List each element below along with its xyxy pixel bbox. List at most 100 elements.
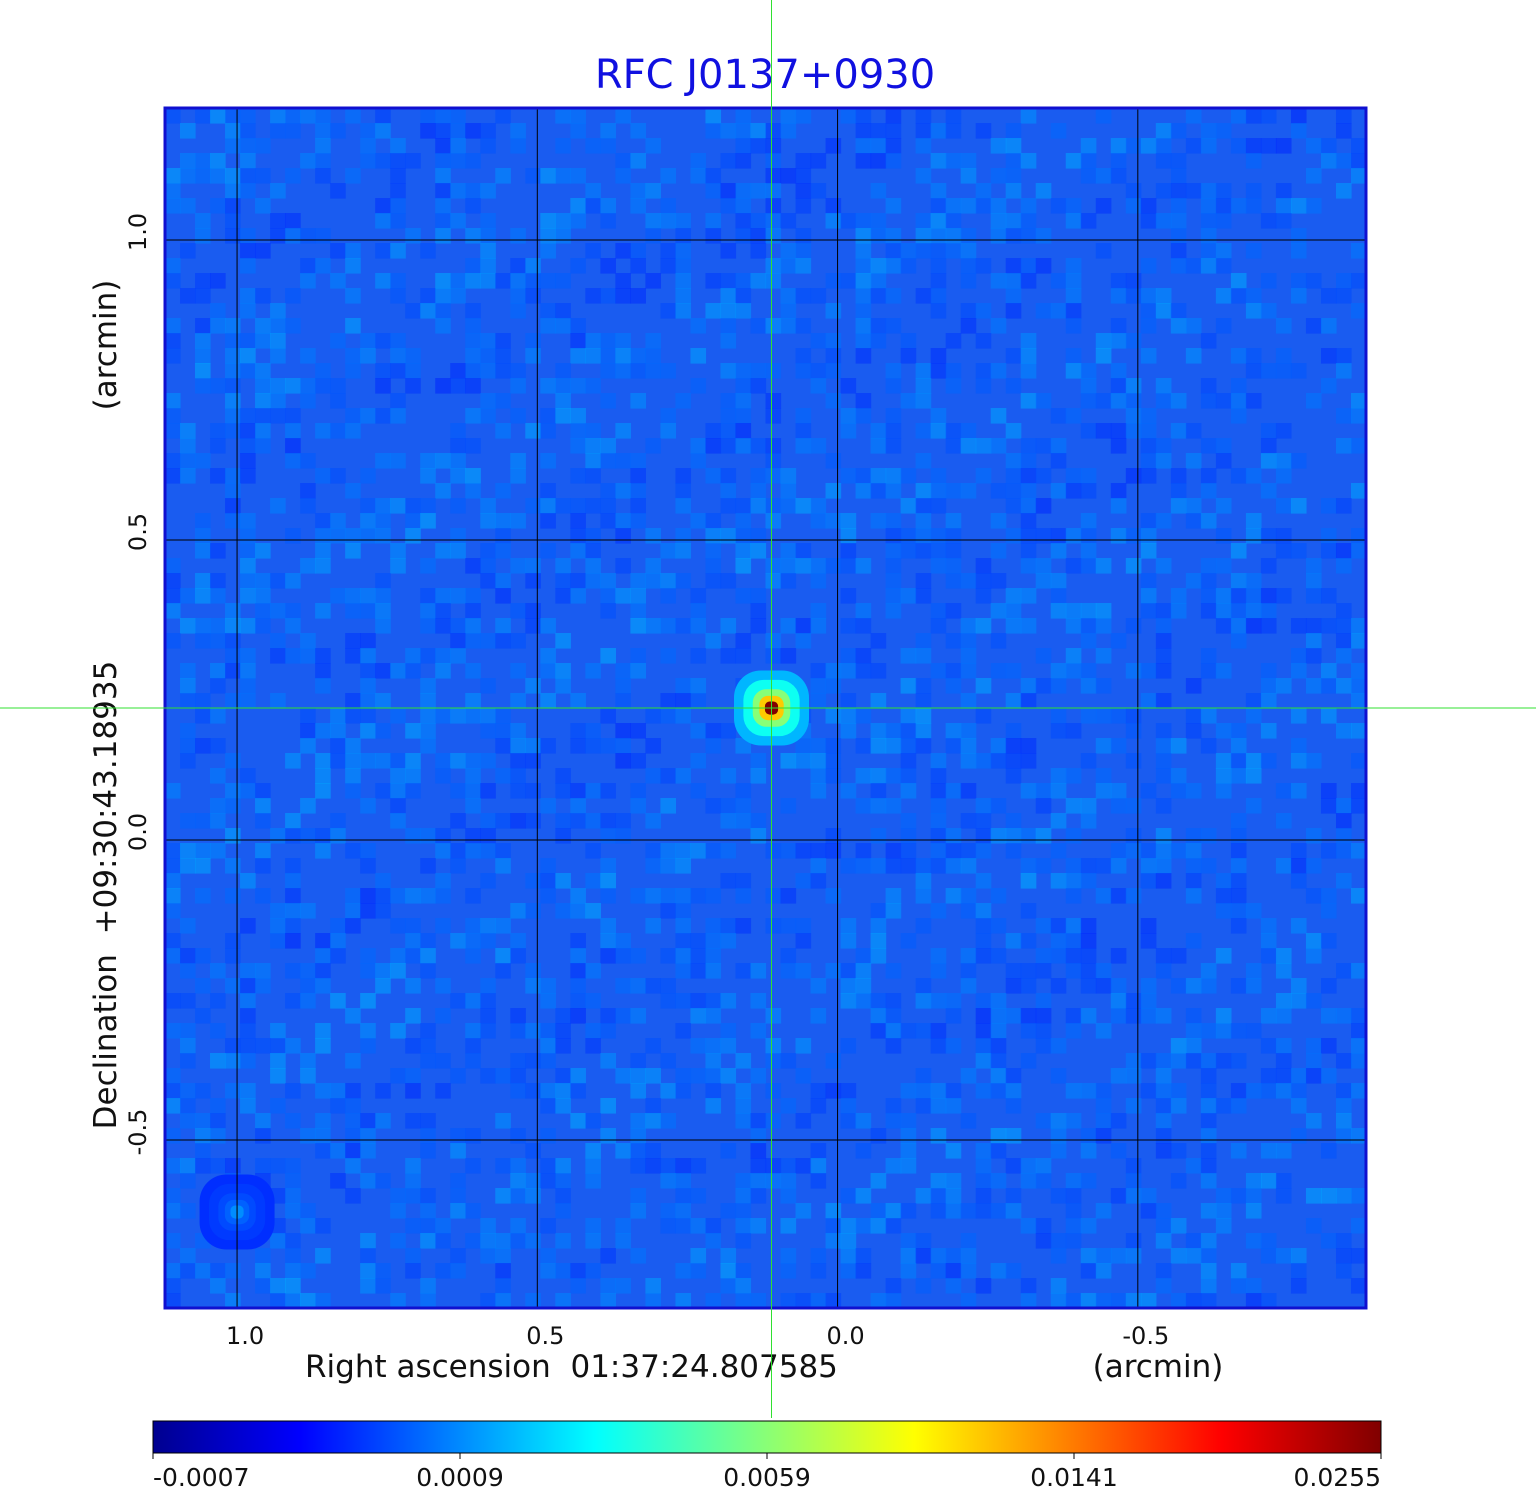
noise-pixel <box>1005 768 1022 784</box>
noise-pixel <box>570 573 586 589</box>
noise-pixel <box>285 963 301 979</box>
noise-pixel <box>1275 963 1292 979</box>
noise-pixel <box>585 138 601 154</box>
noise-pixel <box>180 993 196 1009</box>
noise-pixel <box>1155 753 1172 769</box>
noise-pixel <box>885 843 902 859</box>
noise-pixel <box>1050 273 1067 289</box>
noise-pixel <box>180 1203 196 1219</box>
noise-pixel <box>720 288 737 304</box>
noise-pixel <box>675 1068 692 1084</box>
noise-pixel <box>945 993 962 1009</box>
y-axis-unit: (arcmin) <box>88 280 124 411</box>
noise-pixel <box>1200 1128 1217 1144</box>
noise-pixel <box>855 108 872 124</box>
noise-pixel <box>315 1023 331 1039</box>
noise-pixel <box>915 723 932 739</box>
noise-pixel <box>645 888 662 904</box>
noise-pixel <box>990 228 1007 244</box>
noise-pixel <box>225 468 241 484</box>
noise-pixel <box>990 1173 1007 1189</box>
noise-pixel <box>975 1083 992 1099</box>
noise-pixel <box>195 543 211 559</box>
noise-pixel <box>885 993 902 1009</box>
noise-pixel <box>1185 1233 1202 1249</box>
noise-pixel <box>225 783 241 799</box>
noise-pixel <box>1155 1008 1172 1024</box>
noise-pixel <box>345 423 361 439</box>
noise-pixel <box>1170 768 1187 784</box>
noise-pixel <box>1050 723 1067 739</box>
noise-pixel <box>600 513 616 529</box>
noise-pixel <box>660 1218 677 1234</box>
noise-pixel <box>915 858 932 874</box>
noise-pixel <box>840 468 857 484</box>
chart-title: RFC J0137+0930 <box>595 52 935 98</box>
noise-pixel <box>375 783 391 799</box>
noise-pixel <box>1050 303 1067 319</box>
noise-pixel <box>315 753 331 769</box>
noise-pixel <box>675 1158 692 1174</box>
noise-pixel <box>270 918 286 934</box>
noise-pixel <box>435 708 451 724</box>
noise-pixel <box>870 768 887 784</box>
noise-pixel <box>735 1293 752 1309</box>
noise-pixel <box>255 888 271 904</box>
noise-pixel <box>735 588 752 604</box>
noise-pixel <box>495 738 511 754</box>
noise-pixel <box>270 1023 286 1039</box>
noise-pixel <box>1260 1083 1277 1099</box>
noise-pixel <box>510 633 526 649</box>
noise-pixel <box>180 468 196 484</box>
noise-pixel <box>510 558 526 574</box>
noise-pixel <box>990 573 1007 589</box>
noise-pixel <box>735 1278 752 1294</box>
noise-pixel <box>1200 258 1217 274</box>
noise-pixel <box>360 648 376 664</box>
noise-pixel <box>450 843 466 859</box>
noise-pixel <box>210 273 226 289</box>
noise-pixel <box>1320 1188 1337 1204</box>
noise-pixel <box>750 1143 767 1159</box>
noise-pixel <box>1185 828 1202 844</box>
noise-pixel <box>1065 1008 1082 1024</box>
noise-pixel <box>810 558 827 574</box>
noise-pixel <box>1065 198 1082 214</box>
noise-pixel <box>1185 1293 1202 1309</box>
noise-pixel <box>960 723 977 739</box>
noise-pixel <box>690 1008 707 1024</box>
noise-pixel <box>510 738 526 754</box>
noise-pixel <box>1185 678 1202 694</box>
noise-pixel <box>1155 438 1172 454</box>
noise-pixel <box>1215 123 1232 139</box>
noise-pixel <box>225 228 241 244</box>
noise-pixel <box>555 318 571 334</box>
noise-pixel <box>1320 1233 1337 1249</box>
noise-pixel <box>1125 1053 1142 1069</box>
x-tick-label: 1.0 <box>226 1322 264 1350</box>
noise-pixel <box>780 1053 797 1069</box>
noise-pixel <box>735 1263 752 1279</box>
noise-pixel <box>675 1173 692 1189</box>
noise-pixel <box>720 483 737 499</box>
noise-pixel <box>495 813 511 829</box>
noise-pixel <box>810 378 827 394</box>
noise-pixel <box>1005 603 1022 619</box>
noise-pixel <box>1320 1038 1337 1054</box>
noise-pixel <box>1020 678 1037 694</box>
noise-pixel <box>750 753 767 769</box>
noise-pixel <box>900 783 917 799</box>
noise-pixel <box>555 873 571 889</box>
noise-pixel <box>675 213 692 229</box>
noise-pixel <box>1110 498 1127 514</box>
noise-pixel <box>285 213 301 229</box>
noise-pixel <box>1335 438 1352 454</box>
noise-pixel <box>1095 393 1112 409</box>
noise-pixel <box>645 1038 662 1054</box>
noise-pixel <box>855 798 872 814</box>
noise-pixel <box>1245 1293 1262 1309</box>
noise-pixel <box>195 108 211 124</box>
noise-pixel <box>945 1038 962 1054</box>
noise-pixel <box>840 408 857 424</box>
noise-pixel <box>420 1113 436 1129</box>
